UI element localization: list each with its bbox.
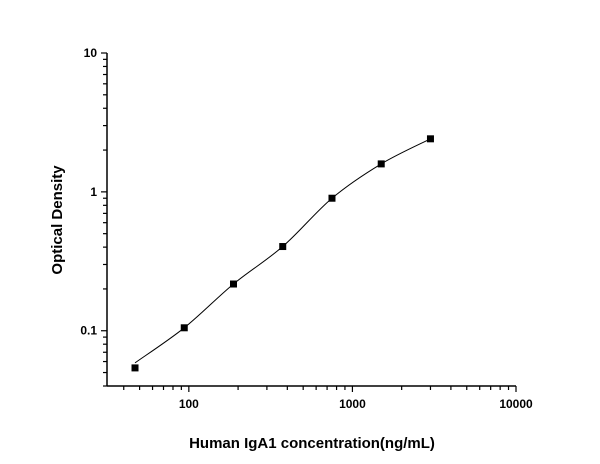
- x-axis: 100 1000 10000: [107, 385, 533, 411]
- y-axis-title: Optical Density: [49, 165, 66, 275]
- y-tick-label: 1: [90, 185, 97, 199]
- x-tick-label: 100: [179, 397, 199, 411]
- y-tick-label: 10: [84, 46, 98, 60]
- data-point: [377, 160, 385, 168]
- data-point: [229, 280, 237, 288]
- x-axis-title: Human IgA1 concentration(ng/mL): [189, 435, 435, 452]
- y-tick-label: 0.1: [80, 324, 97, 338]
- data-point: [279, 243, 287, 251]
- x-tick-label: 10000: [499, 397, 533, 411]
- y-axis: 0.1 1 10: [80, 46, 108, 387]
- data-point: [131, 364, 139, 372]
- data-point: [328, 194, 336, 202]
- data-point: [426, 135, 434, 143]
- data-point: [180, 324, 188, 332]
- fit-curve: [134, 138, 431, 364]
- data-points: [131, 135, 434, 372]
- x-tick-label: 1000: [339, 397, 366, 411]
